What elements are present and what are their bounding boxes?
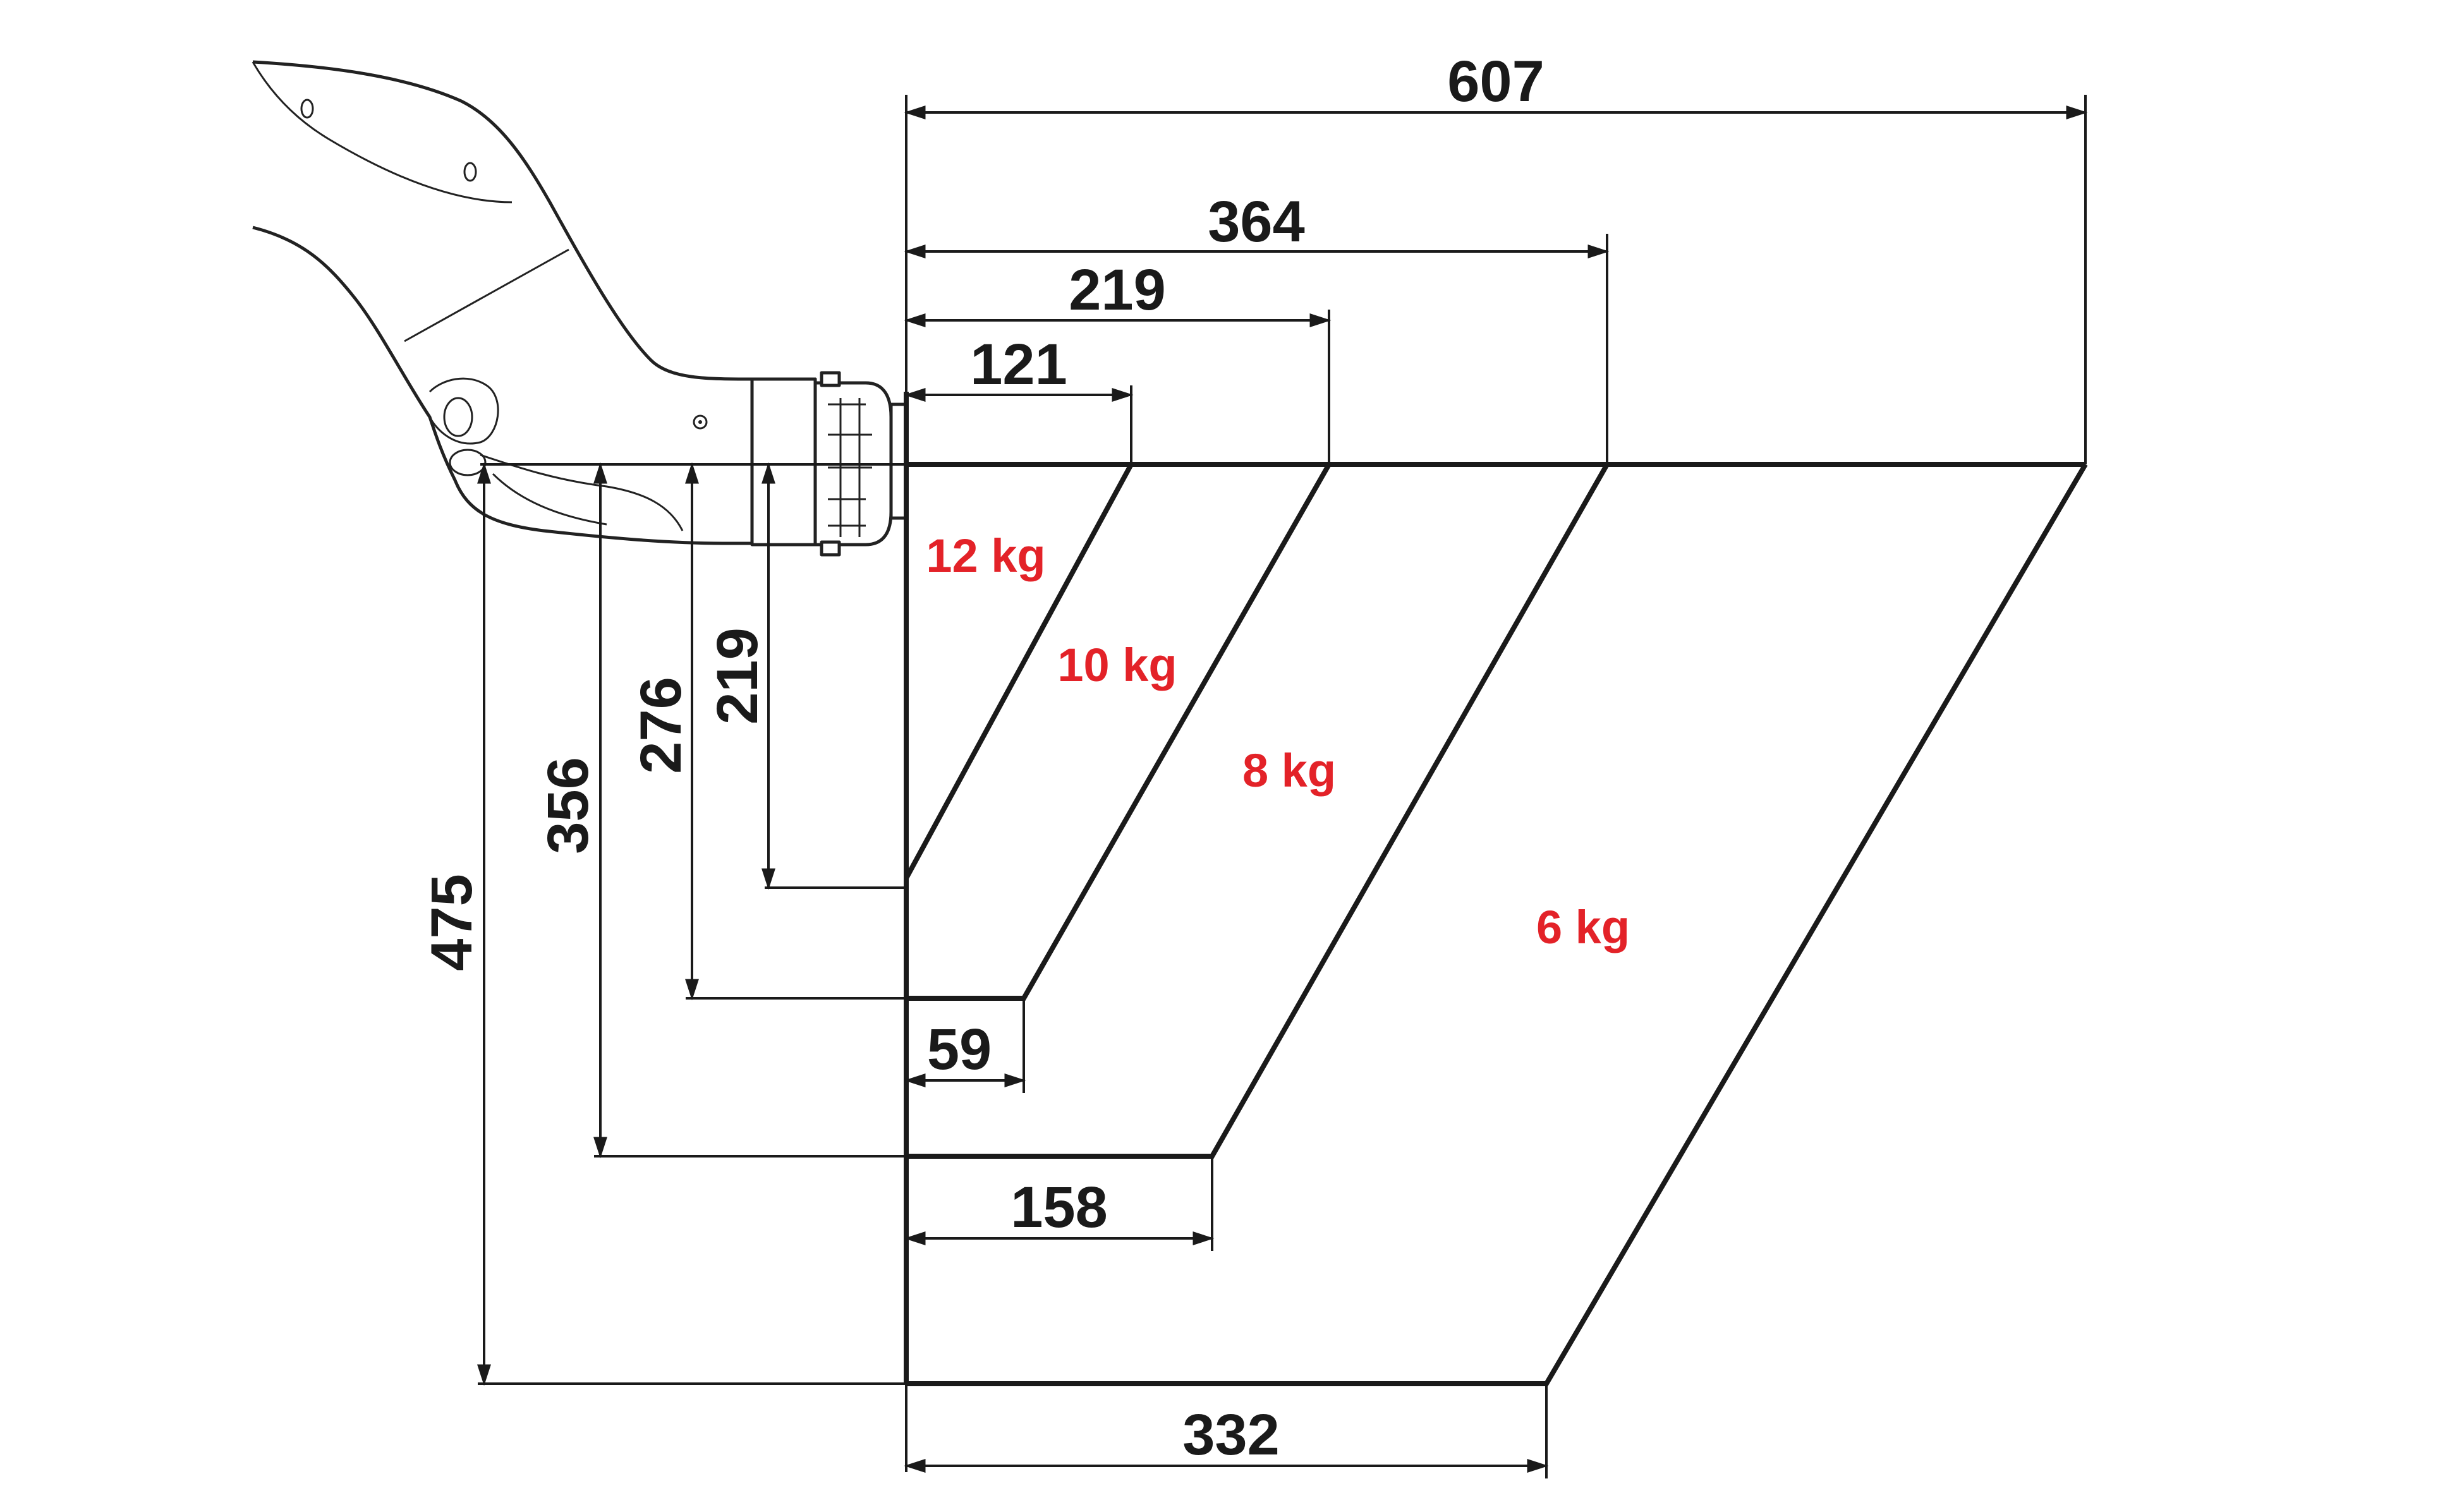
envelope-6kg: [906, 462, 2088, 1386]
robot-arm-illustration: [252, 60, 908, 557]
load-labels: 12 kg 10 kg 8 kg 6 kg: [926, 529, 1630, 953]
dim-121: 121: [970, 332, 1067, 397]
dim-475: 475: [420, 874, 484, 971]
dim-607: 607: [1447, 49, 1545, 114]
dim-332: 332: [1182, 1403, 1280, 1467]
dim-356: 356: [536, 757, 600, 854]
dim-158: 158: [1010, 1175, 1108, 1240]
dim-219-reach: 219: [1069, 258, 1166, 322]
envelope-12kg: [904, 463, 1134, 879]
dim-364: 364: [1208, 190, 1305, 254]
reference-lines: [480, 392, 2085, 1472]
dim-219-depth: 219: [705, 627, 770, 725]
load-label-10kg: 10 kg: [1057, 639, 1177, 691]
load-label-8kg: 8 kg: [1242, 744, 1336, 797]
bottom-dimensions: 59 158 332: [904, 998, 1549, 1478]
load-envelope: [904, 462, 2088, 1386]
top-dimensions: 607 364 219 121: [904, 49, 2088, 464]
load-label-12kg: 12 kg: [926, 529, 1045, 582]
dim-276: 276: [629, 677, 693, 774]
dim-59: 59: [927, 1017, 992, 1082]
load-label-6kg: 6 kg: [1536, 901, 1630, 953]
vertical-dimensions: 219 276 356 475: [420, 462, 906, 1386]
